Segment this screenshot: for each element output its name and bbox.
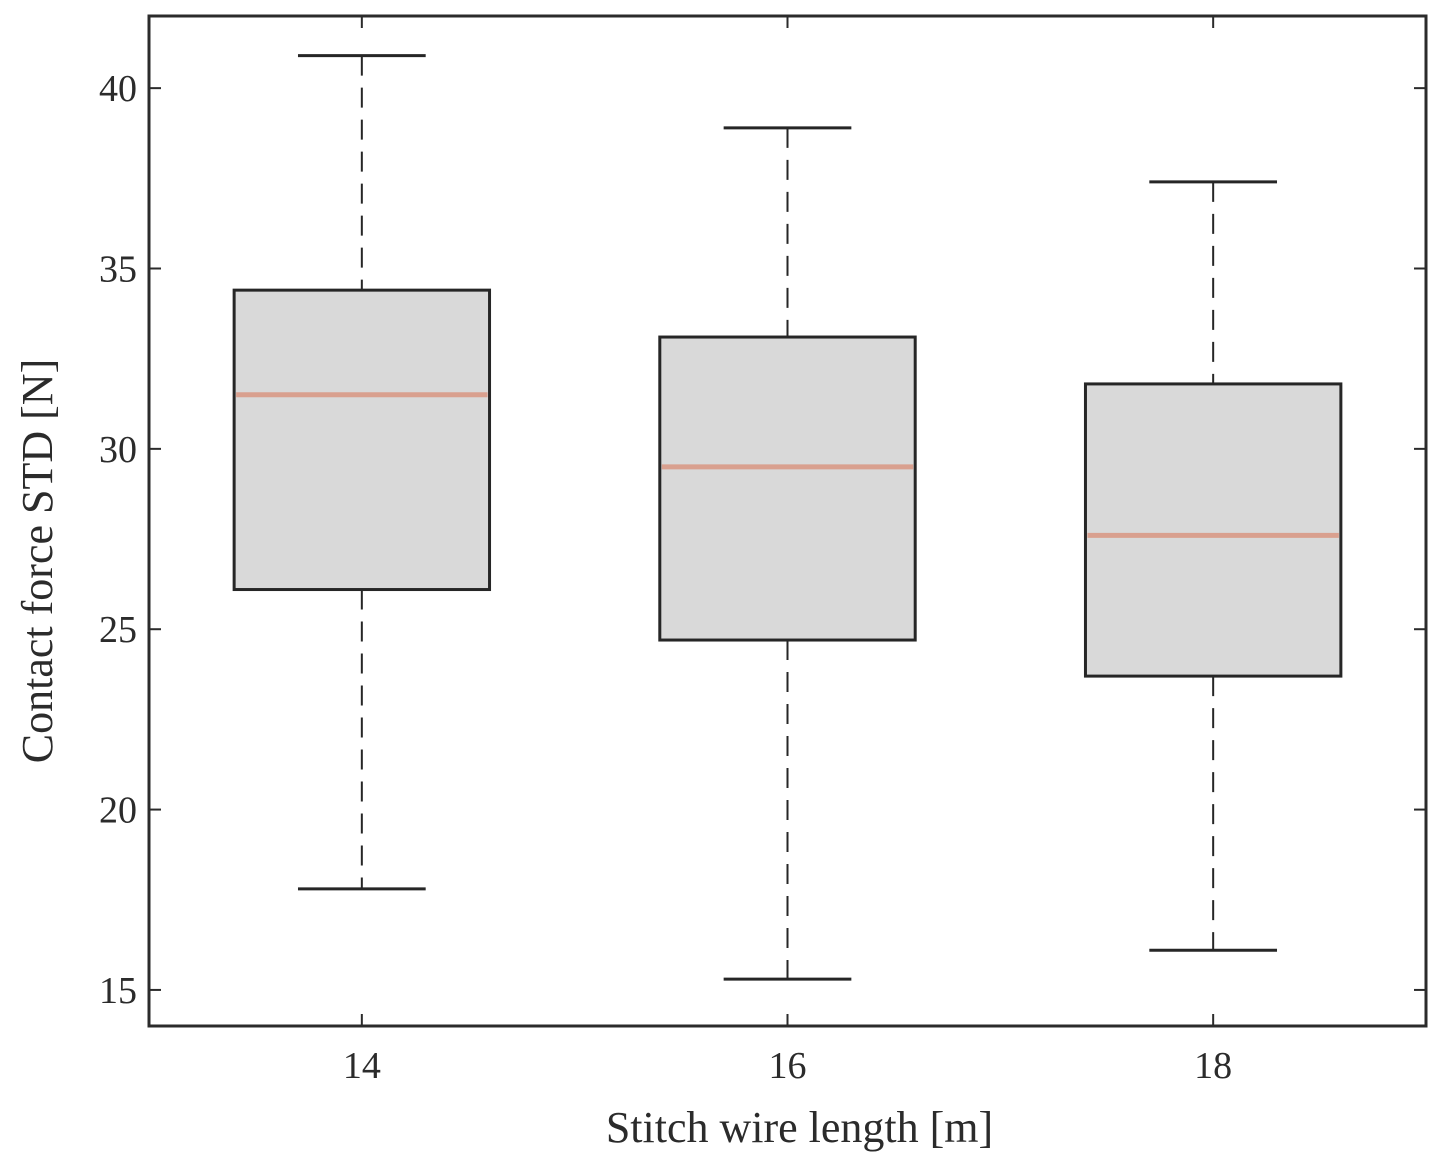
box-16 — [658, 126, 917, 981]
y-tick-label: 35 — [99, 249, 137, 291]
ticks-group — [149, 16, 1426, 1026]
x-tick-label: 14 — [343, 1045, 381, 1087]
y-tick-label: 30 — [99, 429, 137, 471]
x-tick-label: 16 — [769, 1045, 807, 1087]
box-14 — [232, 54, 492, 891]
y-tick-label: 25 — [99, 609, 137, 651]
y-tick-label: 40 — [99, 68, 137, 110]
y-axis-label: Contact force STD [N] — [13, 359, 62, 763]
tick-labels-group: 15 20 25 30 35 40 14 16 18 — [99, 68, 1232, 1087]
x-axis-label: Stitch wire length [m] — [606, 1103, 993, 1152]
iqr-box — [232, 288, 492, 592]
y-tick-label: 15 — [99, 970, 137, 1012]
x-tick-label: 18 — [1194, 1045, 1232, 1087]
iqr-box — [658, 335, 917, 642]
iqr-box — [1083, 382, 1343, 678]
boxes-group — [232, 54, 1343, 981]
y-tick-label: 20 — [99, 790, 137, 832]
box-18 — [1083, 180, 1343, 952]
